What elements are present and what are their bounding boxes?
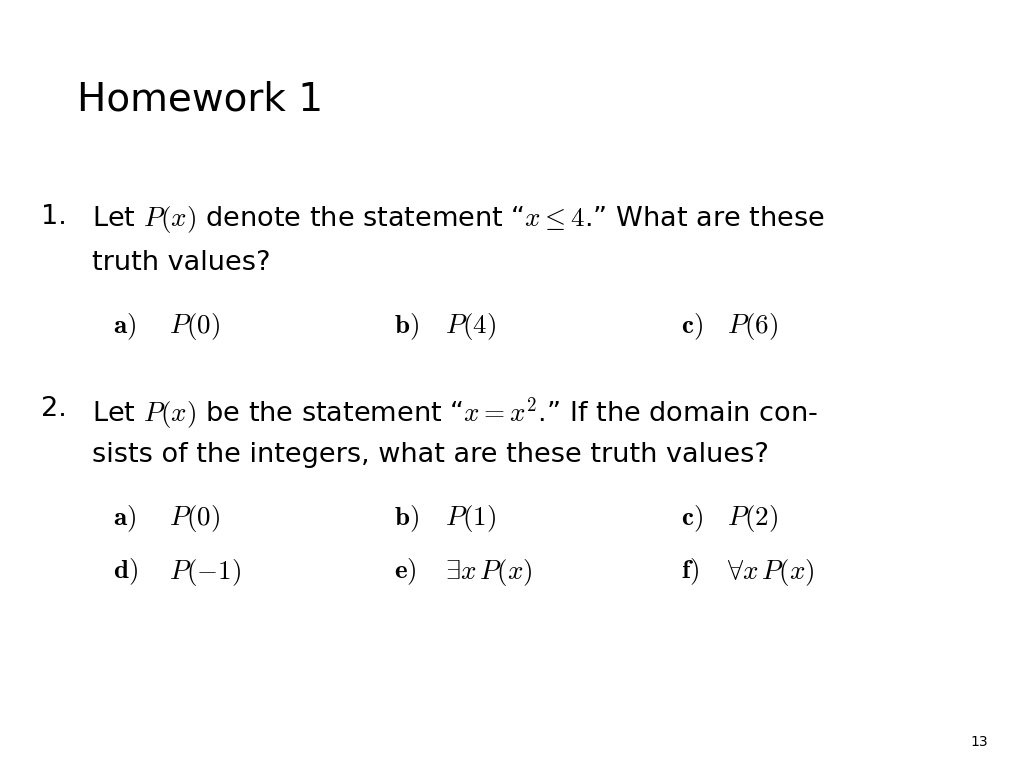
Text: $P(2)$: $P(2)$ [727,503,778,534]
Text: Homework 1: Homework 1 [77,81,323,118]
Text: $\mathbf{b)}$: $\mathbf{b)}$ [394,311,419,342]
Text: $\mathbf{e)}$: $\mathbf{e)}$ [394,557,417,588]
Text: Let $P(x)$ denote the statement “$x \leq 4$.” What are these: Let $P(x)$ denote the statement “$x \leq… [92,204,824,234]
Text: $P(1)$: $P(1)$ [445,503,497,534]
Text: $\mathbf{c)}$: $\mathbf{c)}$ [681,503,702,534]
Text: $P(-1)$: $P(-1)$ [169,557,242,588]
Text: $\mathbf{b)}$: $\mathbf{b)}$ [394,503,419,534]
Text: $\mathbf{d)}$: $\mathbf{d)}$ [113,557,137,588]
Text: $P(0)$: $P(0)$ [169,503,220,534]
Text: $P(4)$: $P(4)$ [445,311,497,342]
Text: truth values?: truth values? [92,250,270,276]
Text: 13: 13 [971,735,988,749]
Text: $P(0)$: $P(0)$ [169,311,220,342]
Text: $\exists x\,P(x)$: $\exists x\,P(x)$ [445,557,534,588]
Text: 1.: 1. [41,204,67,230]
Text: $\mathbf{f)}$: $\mathbf{f)}$ [681,557,699,588]
Text: sists of the integers, what are these truth values?: sists of the integers, what are these tr… [92,442,769,468]
Text: $\forall x\,P(x)$: $\forall x\,P(x)$ [727,557,815,588]
Text: $P(6)$: $P(6)$ [727,311,778,342]
Text: $\mathbf{c)}$: $\mathbf{c)}$ [681,311,702,342]
Text: 2.: 2. [41,396,67,422]
Text: $\mathbf{a)}$: $\mathbf{a)}$ [113,503,135,534]
Text: Let $P(x)$ be the statement “$x = x^2$.” If the domain con-: Let $P(x)$ be the statement “$x = x^2$.”… [92,396,818,432]
Text: $\mathbf{a)}$: $\mathbf{a)}$ [113,311,135,342]
